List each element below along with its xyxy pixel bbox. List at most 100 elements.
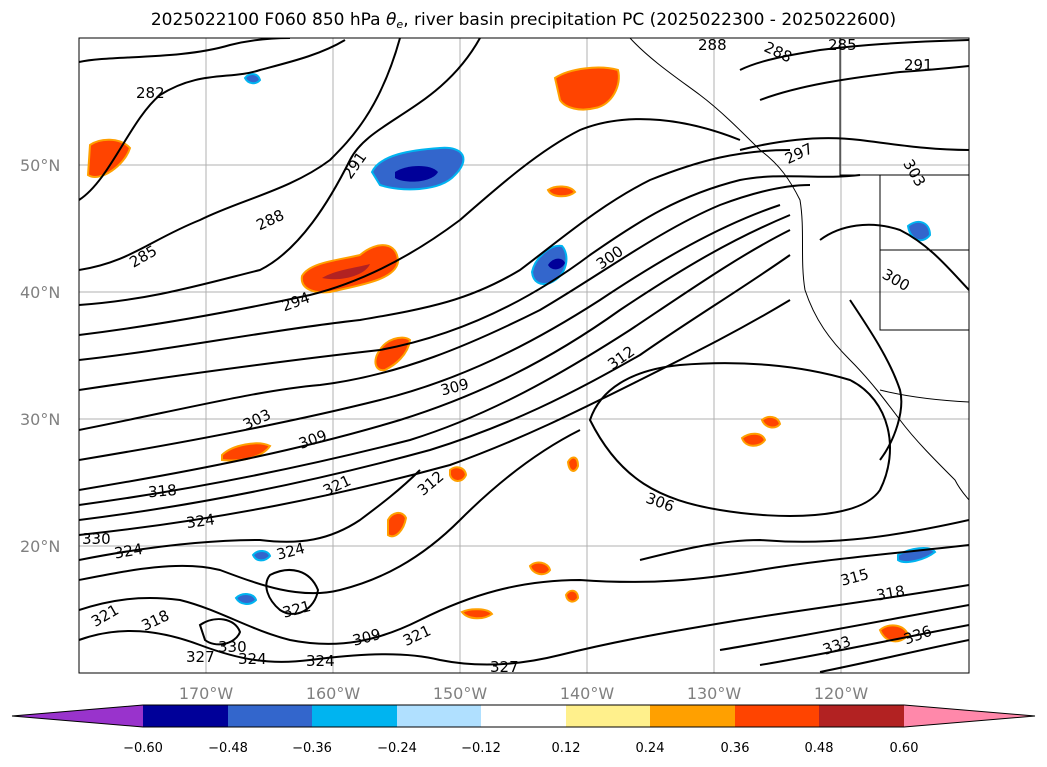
colorbar-segments — [11, 704, 1036, 728]
map-background — [79, 38, 969, 673]
negative-anomaly-core — [548, 258, 565, 270]
positive-anomaly-patch — [566, 456, 580, 472]
contour-label: 324 — [185, 510, 216, 532]
contour-336 — [819, 639, 969, 673]
contour-label: 318 — [147, 481, 177, 501]
contour-315 — [79, 254, 791, 521]
contour-label: 324 — [306, 652, 335, 670]
contour-285 — [79, 39, 346, 201]
contour-330 — [719, 604, 969, 651]
colorbar-segment — [312, 705, 397, 727]
contour-312 — [79, 229, 791, 506]
positive-anomaly-patch — [760, 415, 782, 429]
positive-anomaly-patch — [546, 185, 577, 198]
contour-coast — [849, 299, 903, 461]
map-panel — [78, 37, 970, 674]
positive-anomaly-patch — [528, 561, 552, 576]
state-borders — [879, 175, 969, 331]
contour-label: 291 — [904, 56, 933, 74]
contour-291-east — [759, 65, 969, 101]
colorbar-tick-label: −0.60 — [123, 741, 163, 756]
positive-anomaly-patch — [221, 442, 272, 462]
lat-label: 30°N — [20, 410, 60, 429]
contour-330-closed — [198, 618, 242, 646]
contour-label: 285 — [828, 36, 857, 54]
contour-303 — [79, 184, 811, 431]
positive-anomaly-core — [322, 264, 370, 280]
latitude-labels: 50°N 40°N 30°N 20°N — [20, 156, 60, 556]
contour-318 — [79, 299, 791, 536]
map-title: 2025022100 F060 850 hPa θe, river basin … — [150, 10, 897, 31]
lon-label: 170°W — [179, 684, 234, 703]
contour-324b — [79, 544, 969, 645]
graticule — [79, 38, 969, 673]
colorbar-tick-label: 0.36 — [721, 741, 750, 756]
contour-294 — [79, 118, 741, 336]
contour-label: 324 — [113, 540, 144, 563]
colorbar-segment — [143, 705, 228, 727]
colorbar-segment — [735, 705, 819, 727]
colorbar-tick-label: −0.48 — [208, 741, 248, 756]
contour-282 — [79, 38, 291, 63]
colorbar-outline — [11, 704, 1036, 728]
colorbar-segment — [904, 705, 1035, 727]
contour-label: 288 — [698, 36, 727, 54]
contour-333 — [759, 624, 969, 666]
contour-label: 327 — [186, 648, 215, 666]
contour-297-east — [739, 137, 969, 151]
colorbar-tick-label: 0.12 — [552, 741, 581, 756]
contour-label: 327 — [490, 658, 519, 676]
contour-327 — [79, 584, 969, 666]
contour-297 — [79, 149, 791, 361]
contour-288-east — [739, 39, 969, 71]
map-frame — [78, 37, 970, 674]
positive-anomaly-patch — [460, 608, 494, 620]
negative-anomaly-patch — [243, 73, 262, 85]
coastline-path — [629, 38, 969, 501]
colorbar-tick-label: −0.24 — [377, 741, 417, 756]
lon-label: 150°W — [433, 684, 488, 703]
colorbar-tick-label: −0.36 — [292, 741, 332, 756]
longitude-labels: 170°W 160°W 150°W 140°W 130°W 120°W — [179, 684, 869, 703]
contour-324 — [79, 469, 421, 561]
colorbar-segment — [228, 705, 312, 727]
negative-anomaly-patch — [234, 593, 258, 605]
positive-anomaly-patch — [564, 589, 580, 603]
positive-anomaly-patch — [387, 512, 408, 538]
negative-anomaly-core — [395, 165, 438, 182]
border-us-mexico — [879, 389, 969, 403]
contour-label: 330 — [218, 638, 247, 656]
contour-label: 282 — [136, 84, 165, 102]
contour-label: 330 — [82, 530, 111, 548]
contour-321-closed — [265, 569, 320, 615]
lat-label: 20°N — [20, 537, 60, 556]
colorbar-segment — [397, 705, 481, 727]
positive-anomaly-patch — [449, 466, 468, 482]
contour-300 — [79, 174, 861, 391]
lon-label: 130°W — [687, 684, 742, 703]
colorbar-segment — [650, 705, 735, 727]
contour-309 — [79, 214, 791, 491]
colorbar-segment — [566, 705, 650, 727]
colorbar-tick-label: 0.48 — [805, 741, 834, 756]
map-content — [79, 38, 969, 673]
theta-e-contours — [79, 38, 969, 673]
contour-288 — [79, 38, 401, 271]
positive-anomaly-patch — [740, 432, 767, 447]
lon-label: 160°W — [306, 684, 361, 703]
lon-label: 120°W — [814, 684, 869, 703]
contour-300-east — [819, 223, 969, 291]
contour-306a — [79, 204, 781, 461]
colorbar-labels: −0.60 −0.48 −0.36 −0.24 −0.12 0.12 0.24 … — [123, 741, 918, 756]
lat-label: 40°N — [20, 283, 60, 302]
coastline — [629, 38, 969, 501]
contour-318-east — [639, 519, 969, 561]
colorbar-segment — [481, 705, 566, 727]
colorbar-segment — [12, 705, 143, 727]
lon-label: 140°W — [560, 684, 615, 703]
positive-anomaly-patch — [553, 66, 620, 111]
colorbar-tick-label: 0.24 — [636, 741, 665, 756]
contour-label: 318 — [875, 582, 906, 605]
colorbar-tick-label: −0.12 — [461, 741, 501, 756]
